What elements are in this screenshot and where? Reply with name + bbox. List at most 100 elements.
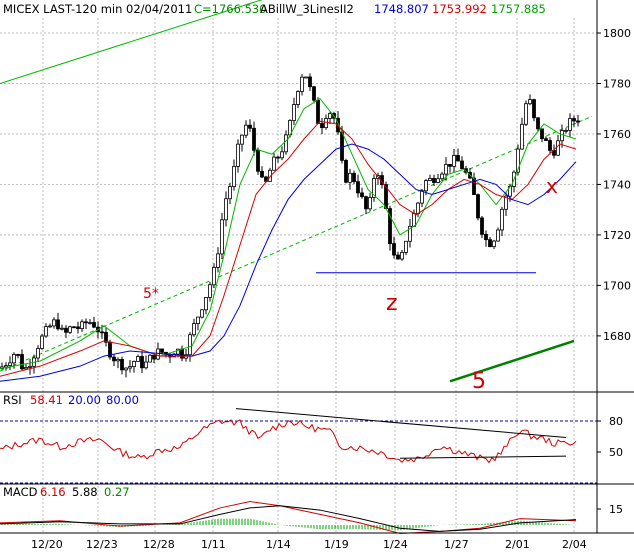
- header-indicator: ABillW_3LinesII2: [260, 2, 354, 16]
- price-bar-body: [300, 76, 304, 92]
- price-tick-label: 1780: [603, 77, 631, 90]
- price-bar-body: [472, 177, 476, 195]
- price-bar-body: [124, 367, 128, 371]
- header-red-value: 1753.992: [432, 2, 487, 16]
- price-bar-body: [8, 362, 12, 366]
- ma-line-blue: [0, 143, 577, 382]
- price-bar-body: [80, 321, 84, 329]
- price-bar-body: [572, 118, 576, 122]
- macd-tick-label: 15: [609, 503, 623, 516]
- date-tick-label: 1/11: [201, 538, 226, 551]
- price-bar-body: [136, 356, 140, 362]
- macd-label: MACD: [3, 485, 38, 499]
- price-bar-body: [364, 196, 368, 210]
- price-bar-body: [476, 194, 480, 219]
- price-bar-body: [412, 213, 416, 227]
- price-bar-body: [140, 356, 144, 369]
- price-bar-body: [224, 198, 228, 221]
- price-bar-body: [24, 367, 28, 370]
- price-bar-body: [236, 143, 240, 167]
- price-bar-body: [296, 91, 300, 105]
- date-tick-label: 1/24: [383, 538, 408, 551]
- price-bar-body: [196, 316, 200, 324]
- header-close: C=1766.530: [194, 2, 267, 16]
- price-bar-body: [220, 219, 224, 255]
- price-bar-body: [228, 186, 232, 200]
- header-green-value: 1757.885: [491, 2, 546, 16]
- price-bar-body: [404, 240, 408, 253]
- price-bar-body: [456, 155, 460, 162]
- price-bar-body: [52, 319, 56, 327]
- price-bar-body: [268, 169, 272, 182]
- price-bar-body: [576, 120, 580, 123]
- rsi-line: [0, 419, 577, 464]
- price-bar-body: [16, 354, 20, 356]
- price-bar-body: [416, 202, 420, 214]
- price-bar-body: [128, 366, 132, 369]
- macd-signal: 5.88: [72, 485, 98, 499]
- trend-line: [449, 339, 575, 383]
- price-bar-body: [516, 148, 520, 173]
- price-bar-body: [144, 361, 148, 369]
- price-bar-body: [72, 326, 76, 329]
- price-bar-body: [272, 156, 276, 171]
- price-bar-body: [400, 252, 404, 260]
- date-tick-label: 2/04: [562, 538, 587, 551]
- date-tick-label: 1/14: [266, 538, 291, 551]
- price-bar-body: [292, 104, 296, 121]
- price-bar-body: [280, 151, 284, 159]
- price-bar-body: [56, 319, 60, 330]
- price-bar-body: [420, 190, 424, 204]
- price-bar-body: [536, 117, 540, 130]
- price-bar-body: [232, 165, 236, 187]
- price-bar-body: [44, 326, 48, 337]
- price-bar-body: [312, 86, 316, 101]
- macd-signal-line: [0, 505, 577, 532]
- price-bar-body: [216, 253, 220, 268]
- price-bar-body: [348, 172, 352, 183]
- price-bar-body: [200, 309, 204, 318]
- macd-line: [0, 501, 577, 535]
- ma-line-red: [0, 120, 577, 377]
- price-bar-body: [568, 118, 572, 131]
- price-bar-body: [544, 138, 548, 141]
- price-bar-body: [100, 331, 104, 334]
- annotation-z: z: [386, 291, 398, 316]
- price-bar-body: [556, 140, 560, 156]
- price-bar-body: [488, 239, 492, 248]
- price-bar-body: [64, 327, 68, 333]
- grid: [0, 18, 597, 533]
- price-bar-body: [304, 76, 308, 79]
- price-bar-body: [564, 129, 568, 132]
- price-bar-body: [60, 327, 64, 330]
- rsi-label: RSI: [3, 393, 22, 407]
- price-bar-body: [480, 217, 484, 235]
- price-bar-body: [148, 354, 152, 363]
- price-bar-body: [496, 229, 500, 242]
- price-bar-body: [396, 254, 400, 260]
- date-tick-label: 12/23: [86, 538, 118, 551]
- moving-averages: [0, 97, 577, 382]
- price-tick-label: 1700: [603, 279, 631, 292]
- macd-value: 6.16: [40, 485, 66, 499]
- annotation-5: 5: [472, 369, 486, 394]
- macd-histogram: 0.27: [104, 485, 130, 499]
- price-bar-body: [324, 118, 328, 129]
- rsi-trend-line: [399, 455, 567, 459]
- header-blue-value: 1748.807: [374, 2, 429, 16]
- price-bar-body: [548, 140, 552, 151]
- price-bar-body: [256, 149, 260, 172]
- price-bar-body: [484, 233, 488, 241]
- price-bar-body: [116, 358, 120, 362]
- price-bar-body: [408, 225, 412, 242]
- price-bar-body: [240, 134, 244, 145]
- price-bar-body: [560, 130, 564, 142]
- price-tick-label: 1800: [603, 27, 631, 40]
- price-bar-body: [36, 348, 40, 359]
- price-tick-label: 1680: [603, 330, 631, 343]
- price-bar-body: [152, 354, 156, 360]
- rsi-value: 58.41: [30, 393, 63, 407]
- price-bar-body: [492, 240, 496, 248]
- price-bar-body: [500, 208, 504, 231]
